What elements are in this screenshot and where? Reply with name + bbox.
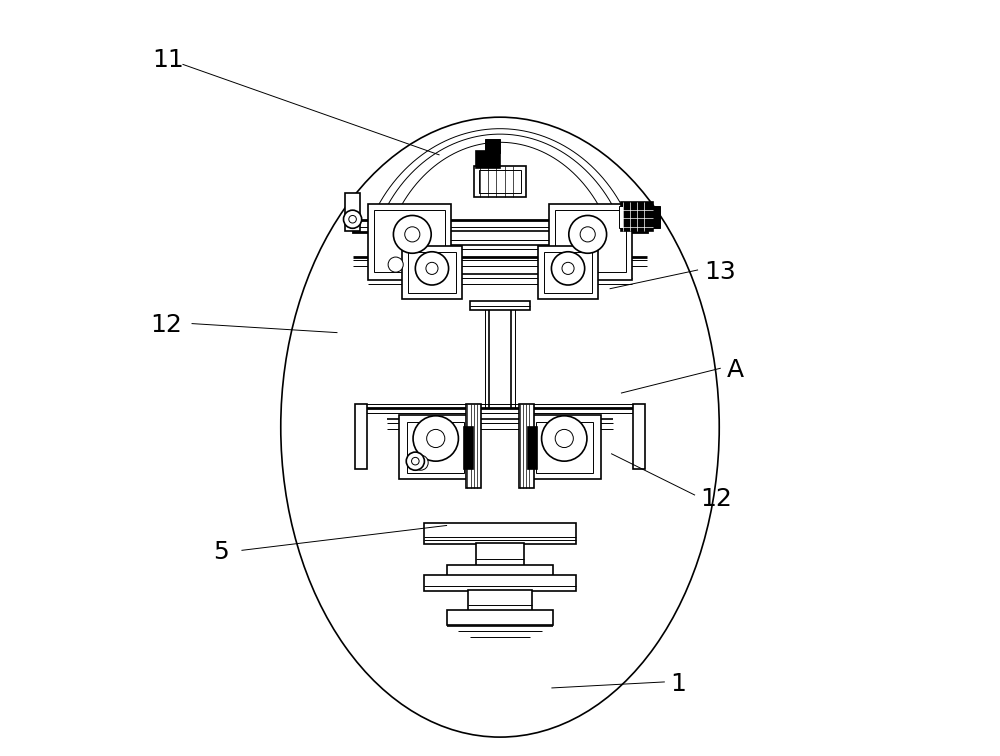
Text: A: A <box>727 358 744 383</box>
Circle shape <box>580 227 595 242</box>
Text: 12: 12 <box>151 313 183 337</box>
Circle shape <box>405 227 420 242</box>
Bar <box>528 427 537 469</box>
Circle shape <box>542 416 587 461</box>
Bar <box>468 590 532 611</box>
Circle shape <box>569 215 607 253</box>
Bar <box>549 204 632 280</box>
Text: 11: 11 <box>152 48 184 73</box>
Circle shape <box>344 210 362 228</box>
Bar <box>402 246 462 299</box>
Bar <box>424 523 576 544</box>
Bar <box>653 206 660 228</box>
Bar <box>408 252 456 293</box>
Bar <box>621 202 653 231</box>
Bar <box>519 404 534 488</box>
Ellipse shape <box>281 117 719 737</box>
Bar <box>536 422 593 473</box>
Bar <box>355 404 367 469</box>
Bar <box>371 249 629 257</box>
Bar <box>485 139 500 153</box>
Text: 5: 5 <box>213 540 228 564</box>
Circle shape <box>393 215 431 253</box>
Text: 12: 12 <box>700 487 732 511</box>
Bar <box>353 220 647 232</box>
Bar <box>368 204 451 280</box>
Circle shape <box>555 429 573 448</box>
Bar <box>633 404 645 469</box>
Bar <box>399 415 472 479</box>
Bar <box>464 427 473 469</box>
Bar <box>528 415 601 479</box>
Bar <box>476 151 500 168</box>
Bar <box>374 210 445 272</box>
Bar <box>470 301 530 310</box>
Bar <box>447 565 553 576</box>
Bar <box>479 170 521 193</box>
Circle shape <box>426 262 438 274</box>
Circle shape <box>413 455 428 470</box>
Circle shape <box>427 429 445 448</box>
Bar <box>447 610 553 625</box>
Bar <box>538 246 598 299</box>
Circle shape <box>406 452 424 470</box>
Circle shape <box>415 252 449 285</box>
Bar <box>345 193 360 231</box>
Bar <box>407 422 464 473</box>
Bar <box>619 206 623 228</box>
Circle shape <box>413 416 458 461</box>
Circle shape <box>551 252 585 285</box>
Bar <box>544 252 592 293</box>
Bar <box>371 231 629 245</box>
Bar <box>555 210 626 272</box>
Circle shape <box>412 457 419 465</box>
Text: 13: 13 <box>704 260 736 284</box>
Text: 1: 1 <box>670 672 686 696</box>
Circle shape <box>349 215 356 223</box>
Circle shape <box>562 262 574 274</box>
Bar <box>424 575 576 591</box>
Bar <box>466 404 481 488</box>
Circle shape <box>388 257 403 272</box>
Bar <box>474 166 526 197</box>
Bar <box>476 543 524 567</box>
